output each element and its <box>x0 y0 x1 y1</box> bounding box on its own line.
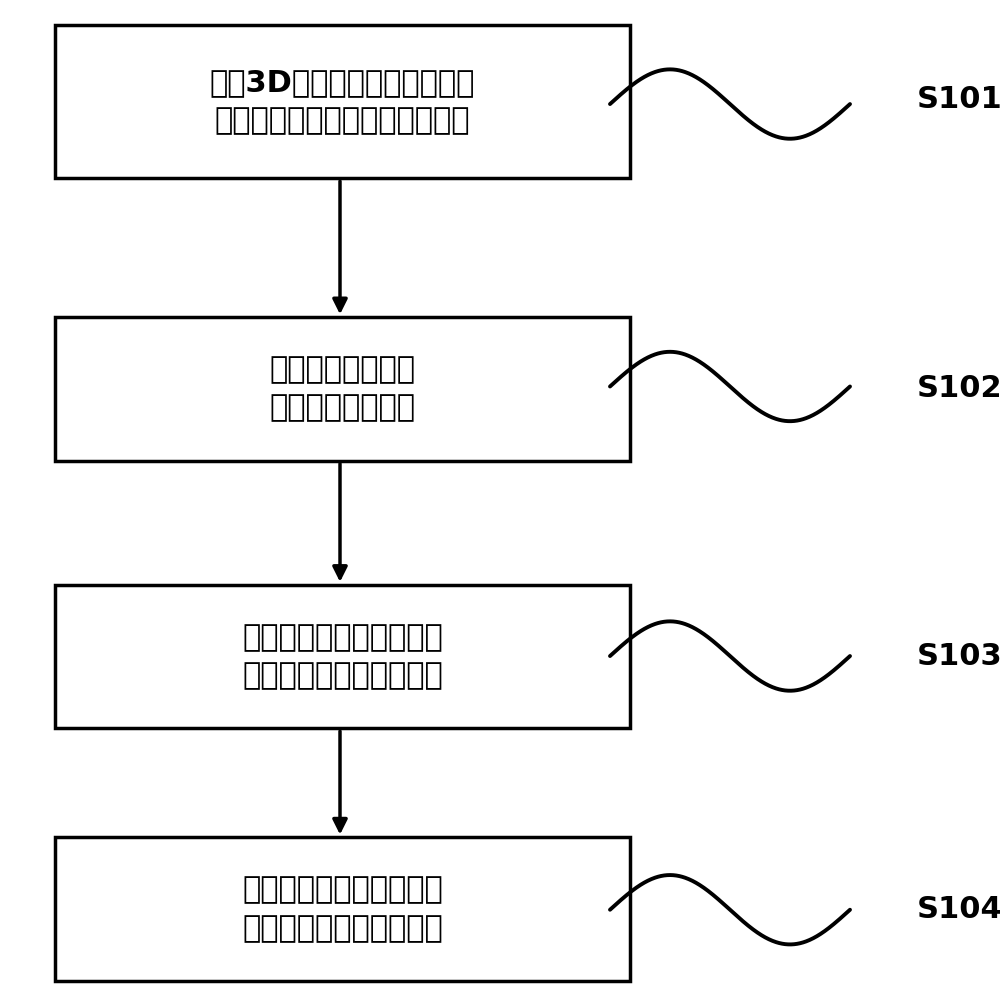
Text: S104: S104 <box>917 895 1000 925</box>
Text: 基于所述外轮廓数
据，构建点云数据: 基于所述外轮廓数 据，构建点云数据 <box>269 356 415 422</box>
Bar <box>55 25 630 178</box>
Text: 根据所述点云数据，计算
胶路的长度、宽度和高度: 根据所述点云数据，计算 胶路的长度、宽度和高度 <box>242 623 443 690</box>
Text: 通过3D激光传感器扫描胶路的
外轮廓，得到胶路的外轮廓数据: 通过3D激光传感器扫描胶路的 外轮廓，得到胶路的外轮廓数据 <box>210 68 475 135</box>
Text: S103: S103 <box>917 641 1000 671</box>
Text: S101: S101 <box>917 84 1000 114</box>
Bar <box>55 585 630 728</box>
Bar <box>55 837 630 981</box>
Bar <box>55 317 630 461</box>
Text: 根据所述长度、宽度和高
度，计算胶路的整体质量: 根据所述长度、宽度和高 度，计算胶路的整体质量 <box>242 876 443 942</box>
Text: S102: S102 <box>917 374 1000 403</box>
